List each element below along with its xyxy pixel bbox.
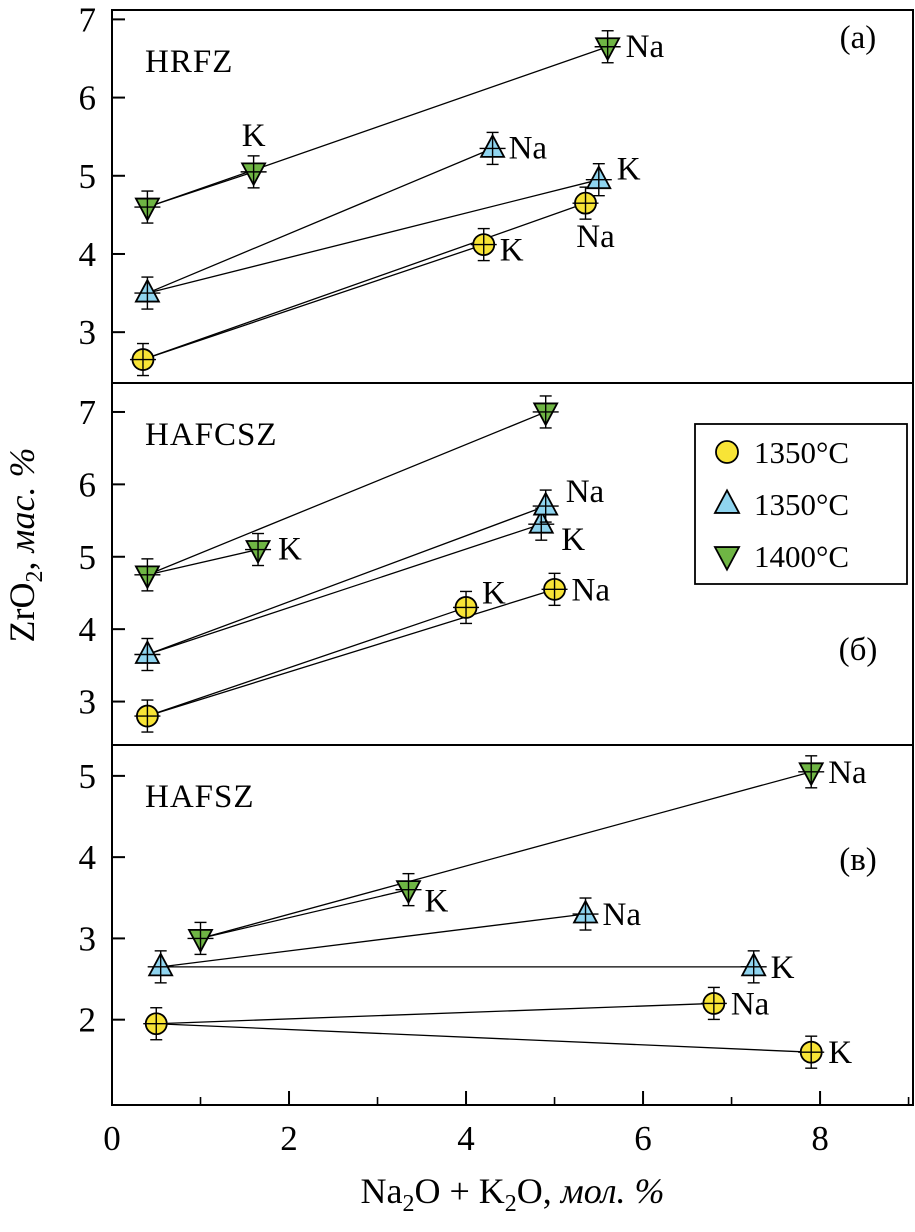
- connector-line: [147, 588, 555, 717]
- connector-line: [200, 889, 409, 940]
- x-tick-label: 0: [103, 1119, 121, 1158]
- connector-line: [147, 147, 493, 294]
- y-tick-label: 7: [79, 0, 97, 39]
- y-tick-label: 5: [79, 757, 97, 796]
- point-label: Na: [626, 29, 665, 65]
- y-tick-label: 4: [79, 610, 97, 649]
- point-label: K: [500, 233, 524, 269]
- point-label: K: [771, 950, 795, 986]
- y-tick-label: 2: [79, 1001, 97, 1040]
- point-label: Na: [509, 130, 548, 166]
- x-tick-label: 2: [280, 1119, 298, 1158]
- connector-line: [156, 1023, 812, 1053]
- marker-triangle-up: [713, 488, 741, 514]
- y-tick-label: 3: [79, 313, 97, 352]
- point-label: Na: [828, 755, 867, 791]
- connector-line: [147, 46, 608, 208]
- point-label: Na: [603, 897, 642, 933]
- x-axis-title: Na2O + K2O, мол. %: [360, 1171, 664, 1217]
- point-label: K: [828, 1035, 852, 1071]
- x-tick-label: 8: [811, 1119, 829, 1158]
- point-label: Na: [731, 986, 770, 1022]
- point-label: Na: [572, 572, 611, 608]
- y-tick-label: 4: [79, 235, 97, 274]
- marker-circle: [715, 440, 739, 464]
- point-label: K: [278, 532, 302, 568]
- panel-title: HAFSZ: [145, 779, 255, 815]
- y-axis-title: ZrO2, мас. %: [2, 448, 48, 643]
- connector-line: [160, 913, 586, 968]
- panel-letter: (а): [840, 20, 877, 56]
- connector-line: [142, 202, 586, 361]
- connector-line: [142, 243, 484, 361]
- point-label: K: [561, 522, 585, 558]
- point-label: Na: [576, 219, 615, 255]
- y-tick-label: 7: [79, 393, 97, 432]
- y-tick-label: 6: [79, 465, 97, 504]
- connector-line: [147, 548, 259, 576]
- y-tick-label: 4: [79, 838, 97, 877]
- panel-letter: (б): [839, 632, 878, 668]
- point-label: K: [425, 884, 449, 920]
- legend-label: 1350°C: [754, 487, 849, 522]
- legend: 1350°C 1350°C 1400°C: [694, 423, 908, 585]
- y-tick-label: 6: [79, 79, 97, 118]
- y-tick-label: 5: [79, 157, 97, 196]
- connector-line: [200, 771, 812, 940]
- point-label: K: [242, 118, 266, 154]
- marker-triangle-down: [713, 546, 741, 572]
- y-tick-label: 3: [79, 919, 97, 958]
- y-tick-label: 3: [79, 683, 97, 722]
- connector-line: [156, 1002, 714, 1025]
- point-label: K: [617, 152, 641, 188]
- connector-line: [147, 411, 546, 576]
- x-tick-label: 6: [634, 1119, 652, 1158]
- panel-letter: (в): [839, 842, 877, 878]
- legend-label: 1400°C: [754, 539, 849, 574]
- connector-line: [147, 505, 546, 656]
- connector-line: [147, 523, 542, 656]
- legend-label: 1350°C: [754, 435, 849, 470]
- panel-hafcsz: K Na K Na K 3 4 5 6 7 HAFCSZ (б): [79, 382, 914, 746]
- panel-title: HAFCSZ: [145, 417, 278, 453]
- connector-line: [147, 179, 599, 294]
- y-tick-label: 5: [79, 538, 97, 577]
- point-label: K: [482, 575, 506, 611]
- connector-line: [147, 606, 467, 717]
- point-label: Na: [566, 474, 605, 510]
- panel-title: HRFZ: [145, 44, 233, 80]
- panel-border: [111, 744, 914, 1106]
- x-tick-label: 4: [457, 1119, 475, 1158]
